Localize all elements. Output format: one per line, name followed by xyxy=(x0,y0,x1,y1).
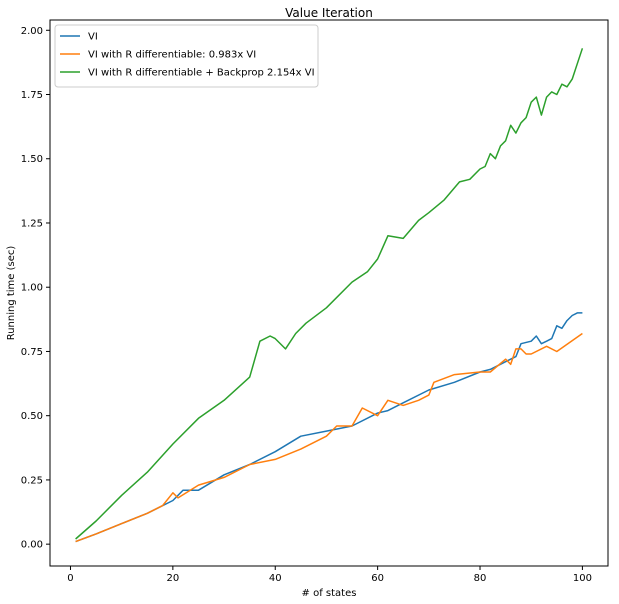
series-line-1 xyxy=(75,312,583,543)
x-tick-label: 0 xyxy=(67,573,73,584)
y-tick-label: 1.00 xyxy=(21,283,43,294)
series-layer xyxy=(75,48,584,543)
x-tick-label: 60 xyxy=(371,573,384,584)
y-tick-label: 0.75 xyxy=(21,347,43,358)
series-line-2 xyxy=(75,332,583,543)
y-tick-label: 0.25 xyxy=(21,475,43,486)
y-axis-title: Running time (sec) xyxy=(6,246,17,341)
y-tick-label: 2.00 xyxy=(21,26,43,37)
x-tick-label: 20 xyxy=(166,573,179,584)
legend-label-2: VI with R differentiable: 0.983x VI xyxy=(88,50,256,61)
y-tick-label: 1.25 xyxy=(21,218,43,229)
x-tick-label: 80 xyxy=(474,573,487,584)
legend-box xyxy=(54,24,319,88)
x-tick-label: 40 xyxy=(269,573,282,584)
plot-frame xyxy=(49,19,609,567)
legend: VI VI with R differentiable: 0.983x VI VI … xyxy=(54,24,319,88)
x-axis-title: # of states xyxy=(302,588,357,599)
chart-title: Value Iteration xyxy=(285,6,373,20)
y-tick-label: 1.75 xyxy=(21,90,43,101)
ticks-layer: 0 20 40 60 80 100 0.00 0.25 0.50 0.75 1.00 1.25 1.50… xyxy=(21,26,592,584)
series-line-3 xyxy=(75,48,584,540)
y-tick-label: 0.00 xyxy=(21,540,43,551)
legend-label-3: VI with R differentiable + Backprop 2.15… xyxy=(88,68,315,79)
legend-label-1: VI xyxy=(88,32,98,43)
y-tick-label: 0.50 xyxy=(21,411,43,422)
x-tick-label: 100 xyxy=(573,573,592,584)
y-tick-label: 1.50 xyxy=(21,154,43,165)
